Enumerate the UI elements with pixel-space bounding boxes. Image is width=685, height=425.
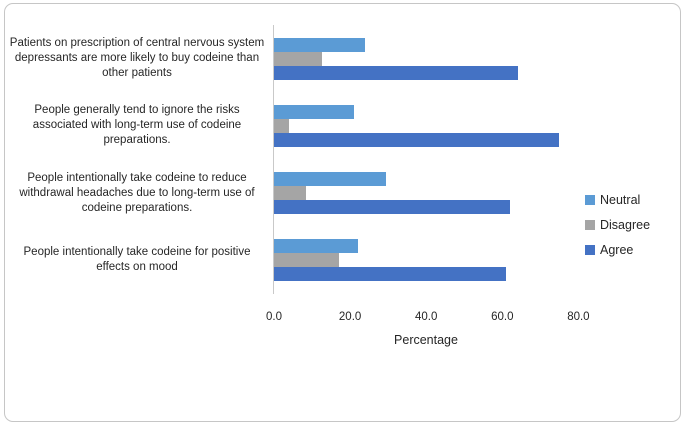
bar-agree	[274, 200, 510, 215]
legend-item-disagree: Disagree	[585, 216, 650, 233]
category-label: People intentionally take codeine to red…	[19, 171, 255, 214]
legend: Neutral Disagree Agree	[585, 191, 650, 266]
bar-agree	[274, 267, 507, 282]
x-tick-label: 0.0	[266, 311, 282, 323]
bar-agree	[274, 65, 518, 80]
category-label-band: People intentionally take codeine for po…	[8, 227, 266, 294]
category-label: Patients on prescription of central nerv…	[9, 37, 265, 80]
bar-disagree	[274, 118, 290, 133]
bar-disagree	[274, 253, 339, 268]
category-axis: Patients on prescription of central nerv…	[8, 25, 266, 294]
bar-group	[274, 227, 604, 294]
category-label-band: People generally tend to ignore the risk…	[8, 92, 266, 159]
x-axis-title: Percentage	[394, 333, 458, 347]
category-label-band: People intentionally take codeine to red…	[8, 160, 266, 227]
bar-group	[274, 92, 604, 159]
legend-label: Neutral	[600, 192, 641, 207]
category-label: People generally tend to ignore the risk…	[32, 104, 242, 147]
bar-disagree	[274, 51, 322, 66]
bar-neutral	[274, 37, 366, 52]
x-tick-label: 60.0	[491, 311, 514, 323]
category-label-band: Patients on prescription of central nerv…	[8, 25, 266, 92]
plot-area	[274, 25, 604, 294]
bar-neutral	[274, 239, 358, 254]
category-label: People intentionally take codeine for po…	[23, 246, 251, 274]
legend-swatch-icon	[585, 219, 595, 230]
x-axis-ticks: 0.0 20.0 40.0 60.0 80.0	[0, 311, 685, 325]
value-axis-line	[273, 25, 274, 294]
bar-neutral	[274, 172, 387, 187]
bar-group	[274, 25, 604, 92]
legend-item-agree: Agree	[585, 241, 650, 258]
legend-swatch-icon	[585, 194, 595, 205]
x-tick-label: 20.0	[338, 311, 362, 323]
bar-group	[274, 160, 604, 227]
bar-neutral	[274, 104, 354, 119]
legend-swatch-icon	[585, 244, 595, 255]
legend-label: Disagree	[600, 217, 651, 232]
bar-disagree	[274, 186, 307, 201]
bar-agree	[274, 132, 560, 147]
x-tick-label: 80.0	[567, 311, 590, 323]
legend-item-neutral: Neutral	[585, 191, 650, 208]
legend-label: Agree	[600, 242, 634, 257]
x-tick-label: 40.0	[414, 311, 438, 323]
